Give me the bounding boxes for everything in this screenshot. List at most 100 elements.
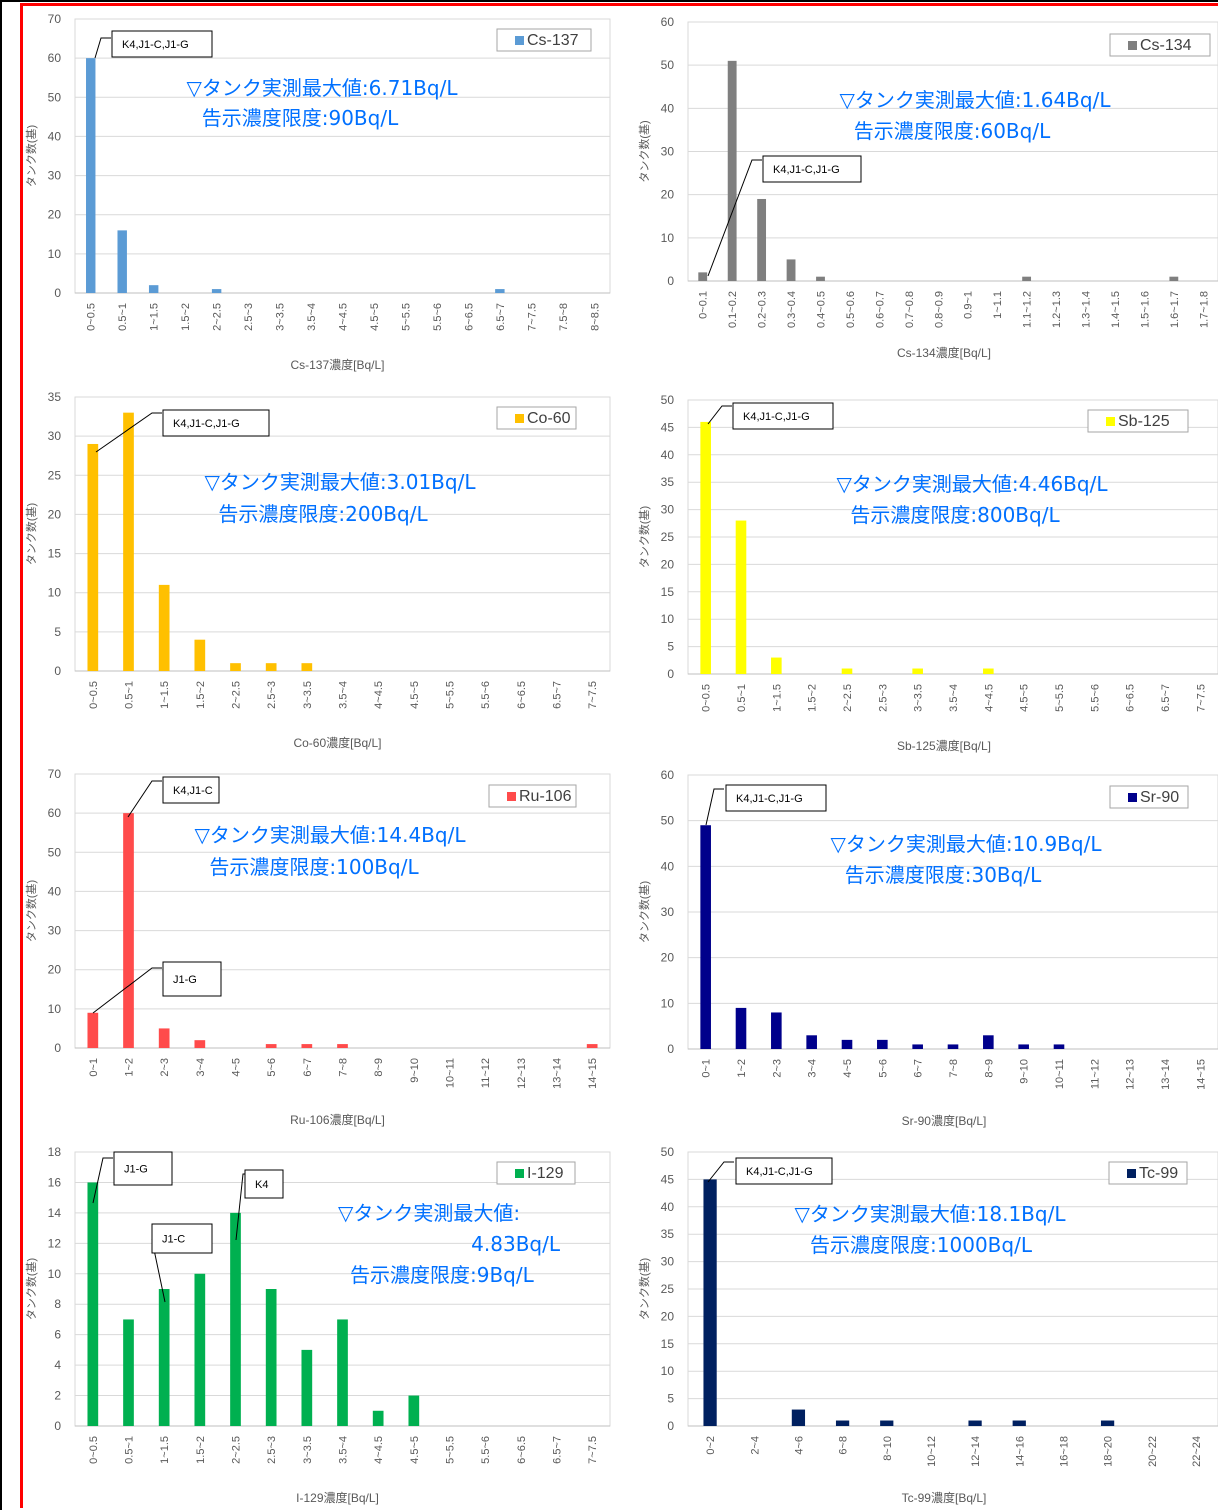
y-tick-label: 25 — [661, 530, 675, 544]
legend: Sb-125 — [1087, 409, 1189, 433]
x-tick-label: 8~8.5 — [589, 303, 601, 331]
legend-box — [1109, 785, 1189, 809]
legend: Sr-90 — [1109, 785, 1189, 809]
bar — [87, 1182, 99, 1426]
chart-sb-125: 0 5 10 15 20 25 30 35 40 45 50 0~0.5 0.5~1 1~1.5 1.5~2… — [638, 393, 1218, 753]
x-tick-label: 7.5~8 — [558, 303, 570, 331]
bar — [757, 198, 767, 281]
x-tick-label: 2.5~3 — [243, 303, 255, 331]
x-tick-label: 6~6.5 — [516, 1436, 528, 1464]
callout-box — [762, 155, 862, 183]
callout: J1-G — [92, 1151, 173, 1204]
y-tick-label: 70 — [48, 767, 62, 781]
x-tick-label: 16~18 — [1058, 1436, 1070, 1467]
y-tick-label: 6 — [54, 1328, 61, 1342]
y-tick-label: 40 — [661, 448, 675, 462]
x-tick-label: 0~0.5 — [88, 1436, 100, 1464]
x-tick-label: 2~3 — [771, 1059, 783, 1078]
x-tick-label: 1.5~1.6 — [1139, 291, 1151, 328]
callout-leader — [95, 412, 162, 453]
bar — [698, 272, 708, 281]
y-tick-label: 10 — [661, 231, 675, 245]
callout-leader — [92, 1157, 113, 1204]
outer-border-top — [0, 0, 1218, 2]
x-tick-label: 3~3.5 — [302, 681, 314, 709]
callout-leader — [127, 780, 162, 818]
legend-swatch — [1128, 793, 1137, 802]
bar — [86, 58, 96, 294]
y-tick-label: 0 — [667, 274, 674, 288]
y-tick-label: 30 — [661, 145, 675, 159]
bar — [301, 663, 313, 671]
x-tick-label: 7~7.5 — [1195, 684, 1207, 712]
bar — [1169, 276, 1179, 281]
x-tick-label: 5~5.5 — [445, 1436, 457, 1464]
legend: I-129 — [496, 1161, 576, 1185]
legend-box — [488, 784, 577, 808]
x-tick-label: 3.5~4 — [338, 1436, 350, 1464]
annotation-line: ▽タンク実測最大値:18.1Bq/L — [795, 1202, 1067, 1226]
callout: K4,J1-C,J1-G — [705, 784, 827, 826]
x-tick-label: 1.5~2 — [180, 303, 192, 331]
y-tick-label: 40 — [661, 101, 675, 115]
x-tick-label: 1~1.1 — [992, 291, 1004, 319]
x-tick-label: 6~6.5 — [516, 681, 528, 709]
callout-box — [244, 1169, 284, 1199]
bar — [1022, 276, 1032, 281]
bar — [1018, 1044, 1029, 1049]
red-border-left — [20, 3, 23, 1508]
x-tick-label: 2~2.5 — [842, 684, 854, 712]
bar — [123, 813, 134, 1048]
x-tick-label: 2~2.5 — [231, 681, 243, 709]
x-tick-label: 7~7.5 — [587, 1436, 599, 1464]
x-tick-label: 2~2.5 — [212, 303, 224, 331]
x-axis-title: Cs-134濃度[Bq/L] — [897, 345, 991, 360]
callout-label: J1-G — [124, 1164, 148, 1176]
legend: Cs-137 — [496, 28, 592, 52]
callout-leader — [705, 788, 724, 826]
y-tick-label: 12 — [48, 1236, 62, 1250]
x-tick-label: 0~0.5 — [701, 684, 713, 712]
x-tick-label: 0.8~0.9 — [933, 291, 945, 328]
legend-box — [496, 1161, 576, 1185]
x-tick-label: 12~13 — [1125, 1059, 1137, 1090]
x-tick-label: 1.7~1.8 — [1198, 291, 1210, 328]
chart-sr-90: 0 10 20 30 40 50 60 0~1 1~2 2~3 3~4 4~5 5~6 6~7 7~8 8~9… — [638, 768, 1218, 1128]
callout-box — [162, 961, 222, 997]
bar — [158, 1289, 170, 1426]
legend-swatch — [507, 792, 516, 801]
legend-label: Cs-137 — [527, 32, 579, 49]
y-tick-label: 0 — [54, 286, 61, 300]
x-tick-label: 5.5~6 — [480, 1436, 492, 1464]
y-tick-label: 15 — [661, 1337, 675, 1351]
y-axis-title: タンク数(基) — [25, 503, 38, 565]
x-tick-label: 6.5~7 — [1160, 684, 1172, 712]
y-tick-label: 0 — [54, 664, 61, 678]
chart-ru-106: 0 10 20 30 40 50 60 70 0~1 1~2 2~3 3~4 4~5 5~6 6~7 7~8 8… — [25, 767, 611, 1127]
y-tick-label: 50 — [661, 393, 675, 407]
x-tick-label: 1.5~2 — [195, 681, 207, 709]
y-tick-label: 5 — [667, 640, 674, 654]
bar — [735, 520, 747, 674]
y-tick-label: 10 — [48, 1002, 62, 1016]
callout-label: K4,J1-C,J1-G — [746, 1166, 813, 1178]
x-axis-title: Sr-90濃度[Bq/L] — [902, 1113, 987, 1128]
y-tick-label: 25 — [48, 468, 62, 482]
x-tick-label: 13~14 — [552, 1058, 564, 1089]
bar — [495, 289, 505, 293]
callout-leader — [92, 967, 162, 1014]
x-tick-label: 5~5.5 — [400, 303, 412, 331]
y-tick-label: 20 — [661, 951, 675, 965]
bar — [194, 1040, 206, 1048]
x-tick-label: 12~13 — [516, 1058, 528, 1089]
bar — [806, 1035, 817, 1049]
x-tick-label: 12~14 — [970, 1436, 982, 1467]
bar — [148, 285, 159, 293]
plot-area — [74, 18, 611, 294]
y-tick-label: 20 — [48, 208, 62, 222]
y-tick-label: 10 — [661, 612, 675, 626]
callout-label: K4,J1-C,J1-G — [122, 39, 189, 51]
bar — [265, 1289, 277, 1426]
y-tick-label: 50 — [661, 814, 675, 828]
x-tick-label: 0~0.1 — [698, 291, 710, 319]
